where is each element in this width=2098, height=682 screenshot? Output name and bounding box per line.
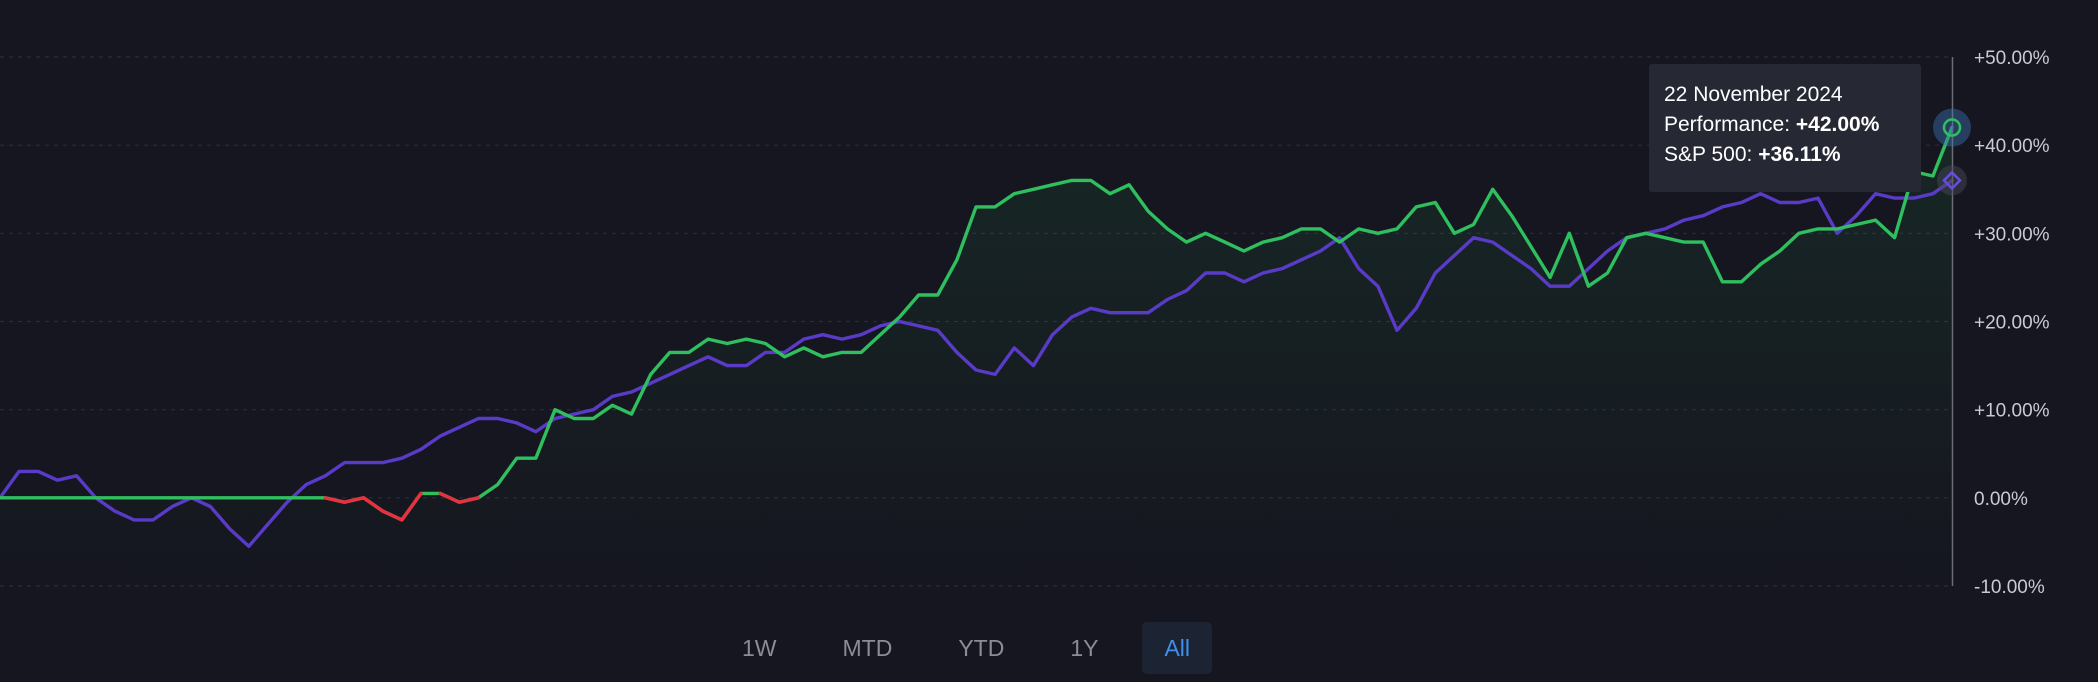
tooltip-sp500-value: +36.11% (1758, 143, 1841, 166)
y-tick-label: 0.00% (1974, 489, 2028, 510)
y-tick-label: +40.00% (1974, 136, 2050, 157)
performance-line-chart[interactable]: +50.00% +40.00% +30.00% +20.00% +10.00% 0.00%… (0, 0, 2098, 620)
tooltip-date: 22 November 2024 (1664, 83, 1843, 106)
performance-negative-segment (381, 509, 404, 522)
range-button-1w[interactable]: 1W (742, 634, 777, 661)
performance-negative-segment (438, 491, 461, 504)
performance-marker (1942, 118, 1962, 137)
tooltip-sp500-label: S&P 500: (1664, 143, 1753, 166)
series-lines (0, 125, 1954, 548)
hover-tooltip: 22 November 2024 Performance: +42.00% S&… (1649, 64, 1921, 192)
y-tick-label: +50.00% (1974, 48, 2050, 69)
range-button-1y[interactable]: 1Y (1070, 634, 1099, 661)
y-tick-label: +10.00% (1974, 401, 2050, 422)
performance-negative-segment (323, 496, 347, 504)
sp500-marker (1942, 170, 1962, 191)
performance-negative-segment (342, 496, 366, 504)
hover-markers (1933, 108, 1971, 196)
performance-marker-halo (1933, 108, 1971, 147)
range-button-mtd[interactable]: MTD (842, 634, 893, 661)
time-range-selector: 1W MTD YTD 1Y All (720, 622, 1234, 674)
tooltip-performance-value: +42.00% (1795, 113, 1880, 136)
y-tick-label: +30.00% (1974, 224, 2050, 245)
y-tick-label: +20.00% (1974, 313, 2050, 334)
sp500-marker-halo (1937, 165, 1967, 196)
range-button-ytd[interactable]: YTD (958, 634, 1005, 661)
tooltip-performance-row: Performance: +42.00% (1664, 110, 1921, 140)
y-axis-ticks: +50.00% +40.00% +30.00% +20.00% +10.00% 0.00%… (1974, 48, 2050, 598)
performance-area-fill (0, 127, 1952, 586)
range-button-all[interactable]: All (1142, 622, 1213, 674)
performance-negative-segment (400, 491, 423, 522)
y-tick-label: -10.00% (1974, 577, 2045, 598)
performance-negative-segment (361, 496, 385, 513)
tooltip-performance-label: Performance: (1664, 113, 1791, 136)
performance-area (0, 127, 1952, 586)
tooltip-sp500-row: S&P 500: +36.11% (1664, 140, 1921, 170)
performance-negative-segment (457, 496, 481, 504)
